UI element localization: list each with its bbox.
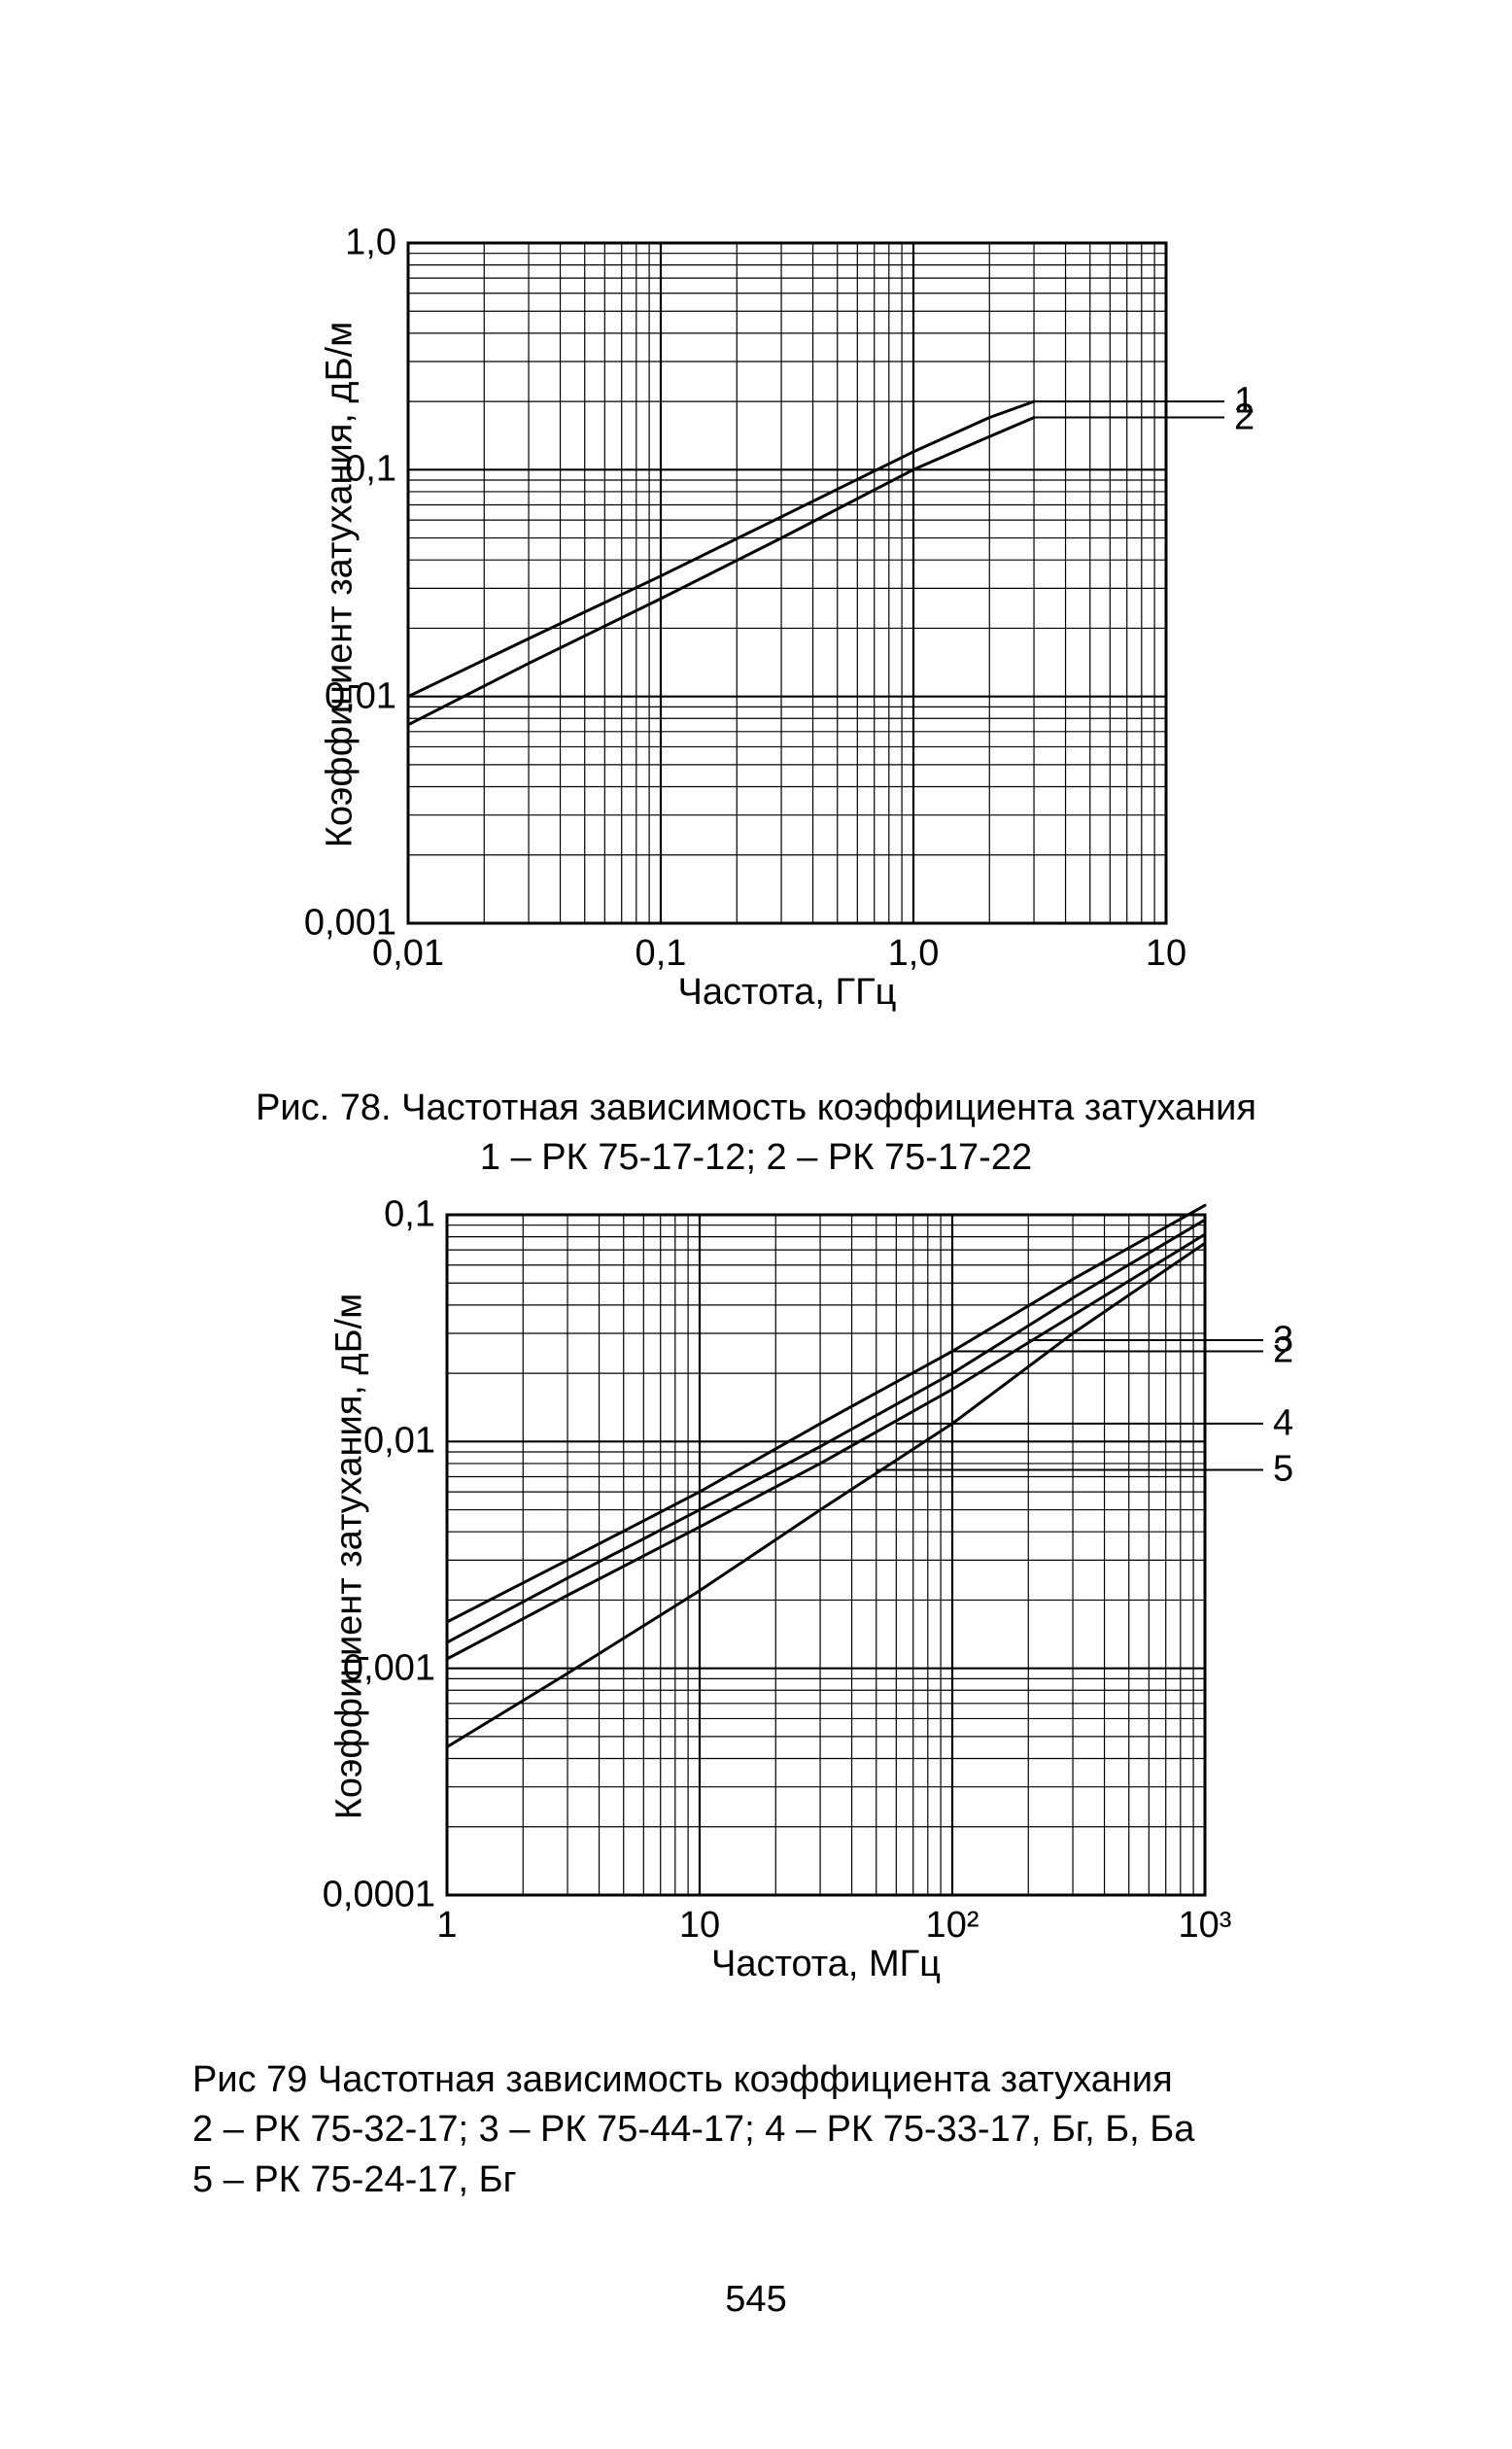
fig79-plot — [447, 1215, 1205, 1895]
fig79-y-label: Коэффициент затухания, дБ/м — [329, 1265, 371, 1848]
fig78-caption: Рис. 78. Частотная зависимость коэффицие… — [173, 1084, 1339, 1184]
fig79-ytick-0p01: 0,01 — [363, 1421, 447, 1463]
fig79-x-label: Частота, МГц — [447, 1944, 1205, 1985]
page-number: 545 — [0, 2279, 1512, 2321]
fig78-xtick-10: 10 — [1146, 923, 1186, 975]
fig78-caption-line1: Рис. 78. Частотная зависимость коэффицие… — [256, 1087, 1256, 1128]
series-label-4: 4 — [1273, 1402, 1293, 1444]
fig78-plot — [408, 243, 1166, 923]
fig78-ytick-1p0: 1,0 — [345, 223, 408, 264]
figure-79: Коэффициент затухания, дБ/м 0,1 0,01 0,0… — [447, 1215, 1205, 1895]
fig79-xtick-10: 10 — [679, 1895, 720, 1947]
fig79-caption-line3: 5 – РК 75-24-17, Бг — [192, 2159, 516, 2200]
figure-78: Коэффициент затухания, дБ/м 1,0 0,1 0,01… — [408, 243, 1166, 923]
fig79-xtick-1: 1 — [436, 1895, 457, 1947]
series-label-2: 2 — [1234, 397, 1254, 438]
fig79-caption-line1: Рис 79 Частотная зависимость коэффициент… — [192, 2059, 1173, 2100]
fig79-xtick-100: 10² — [926, 1895, 979, 1947]
fig79-ytick-0p0001: 0,0001 — [323, 1875, 447, 1916]
fig78-ytick-0p1: 0,1 — [345, 449, 408, 491]
fig78-x-label: Частота, ГГц — [408, 972, 1166, 1014]
series-label-3: 3 — [1273, 1319, 1293, 1361]
series-label-5: 5 — [1273, 1449, 1293, 1491]
page: Коэффициент затухания, дБ/м 1,0 0,1 0,01… — [0, 0, 1512, 2449]
fig79-caption: Рис 79 Частотная зависимость коэффициент… — [173, 2055, 1358, 2205]
fig78-xtick-0p01: 0,01 — [372, 923, 444, 975]
fig79-caption-line2: 2 – РК 75-32-17; 3 – РК 75-44-17; 4 – РК… — [192, 2109, 1194, 2150]
fig78-caption-line2: 1 – РК 75-17-12; 2 – РК 75-17-22 — [480, 1137, 1032, 1178]
fig79-ytick-0p001: 0,001 — [343, 1647, 447, 1689]
fig78-y-label: Коэффициент затухания, дБ/м — [320, 293, 361, 877]
fig78-xtick-1p0: 1,0 — [888, 923, 940, 975]
fig79-xtick-1000: 10³ — [1179, 1895, 1232, 1947]
fig79-ytick-0p1: 0,1 — [384, 1194, 447, 1236]
fig78-xtick-0p1: 0,1 — [636, 923, 687, 975]
fig78-ytick-0p01: 0,01 — [325, 675, 408, 717]
